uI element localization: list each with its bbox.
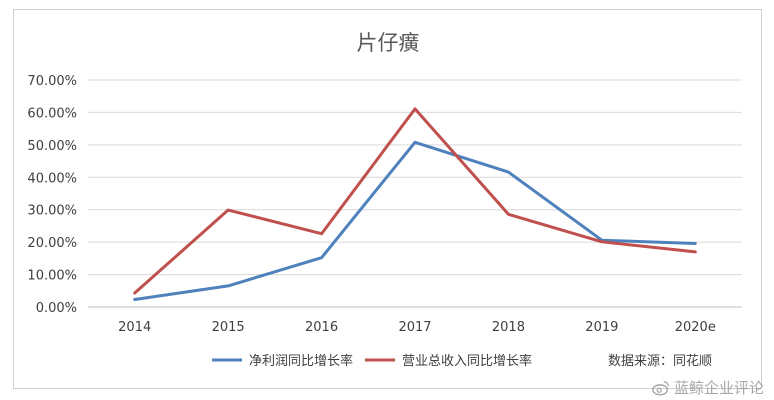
series-line [133, 107, 697, 295]
y-tick-label: 10.00% [27, 269, 77, 284]
y-tick-label: 40.00% [27, 171, 77, 186]
y-axis-ticks: 0.00% 10.00% 20.00% 30.00% 40.00% 50.00% 60.00… [27, 74, 77, 316]
weibo-icon [652, 380, 669, 395]
y-tick-label: 0.00% [36, 301, 77, 316]
chart-title: 片仔癀 [357, 31, 420, 55]
x-tick-label: 2014 [118, 320, 151, 335]
x-axis-ticks: 2014 2015 2016 2017 2018 2019 2020e [118, 320, 716, 335]
watermark-text: 蓝鲸企业评论 [673, 379, 764, 397]
watermark: 蓝鲸企业评论 [652, 377, 764, 398]
y-tick-label: 60.00% [27, 106, 77, 121]
source-note: 数据来源：同花顺 [608, 353, 712, 369]
legend-label: 净利润同比增长率 [249, 353, 353, 369]
y-tick-label: 30.00% [27, 204, 77, 219]
gridlines [88, 79, 742, 308]
x-tick-label: 2018 [492, 320, 525, 335]
legend: 净利润同比增长率 营业总收入同比增长率 [212, 353, 532, 369]
x-tick-label: 2015 [212, 320, 245, 335]
chart-frame [13, 9, 762, 389]
series-lines [133, 107, 697, 302]
legend-label: 营业总收入同比增长率 [402, 353, 532, 369]
y-tick-label: 50.00% [27, 139, 77, 154]
series-line [133, 140, 697, 302]
x-tick-label: 2019 [585, 320, 618, 335]
y-tick-label: 20.00% [27, 236, 77, 251]
x-tick-label: 2017 [398, 320, 431, 335]
y-tick-label: 70.00% [27, 74, 77, 89]
x-tick-label: 2016 [305, 320, 338, 335]
x-tick-label: 2020e [675, 320, 716, 335]
